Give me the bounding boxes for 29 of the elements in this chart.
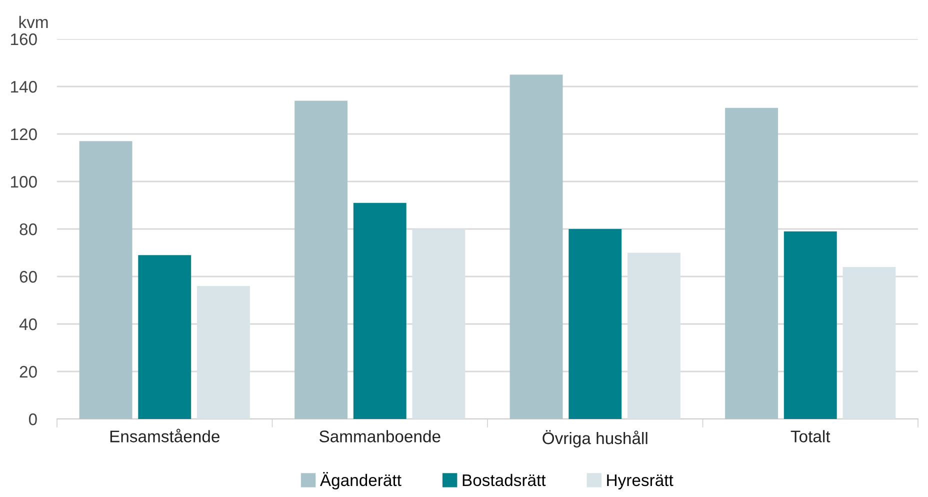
y-axis-title: kvm [19, 16, 48, 28]
y-tick-label: 80 [20, 223, 37, 236]
y-tick-label: 140 [11, 80, 37, 93]
y-tick-label: 0 [28, 413, 37, 426]
bar [842, 267, 896, 419]
y-tick-label: 60 [20, 270, 37, 283]
bar [294, 100, 348, 419]
y-tick-label: 100 [11, 176, 37, 188]
bar [79, 141, 132, 419]
x-tick-label: Totalt [790, 430, 830, 442]
bar [725, 108, 778, 419]
legend-label: Hyresrätt [607, 474, 674, 490]
y-tick-label: 120 [11, 128, 37, 140]
bar [568, 229, 622, 419]
x-tick-label: Sammanboende [319, 430, 440, 442]
bar [627, 252, 680, 419]
x-tick-label: Övriga hushåll [542, 430, 648, 448]
bar [353, 202, 406, 419]
y-tick-label: 20 [20, 366, 37, 378]
legend-label: Bostadsrätt [462, 474, 546, 486]
bar [784, 231, 837, 419]
bar [196, 286, 250, 419]
y-tick-label: 160 [11, 33, 37, 46]
bar [412, 229, 466, 419]
bar [138, 255, 192, 419]
x-tick-label: Ensamstående [110, 428, 220, 442]
legend-label: Äganderätt [320, 472, 402, 490]
y-tick-label: 40 [19, 318, 37, 330]
bar [510, 74, 563, 419]
